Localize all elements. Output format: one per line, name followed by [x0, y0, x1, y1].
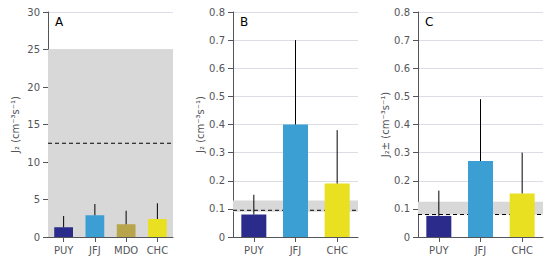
svg-text:JFJ: JFJ	[474, 245, 487, 256]
svg-text:JFJ: JFJ	[88, 245, 101, 256]
svg-text:0.5: 0.5	[394, 91, 410, 102]
svg-text:5: 5	[34, 194, 40, 205]
svg-text:0.1: 0.1	[209, 203, 225, 214]
svg-text:0.3: 0.3	[209, 147, 225, 158]
svg-text:J₂± (cm⁻³s⁻¹): J₂± (cm⁻³s⁻¹)	[380, 92, 391, 158]
svg-text:MDO: MDO	[114, 245, 138, 256]
svg-text:0.8: 0.8	[394, 7, 410, 18]
svg-text:J₂ (cm⁻³s⁻¹): J₂ (cm⁻³s⁻¹)	[195, 96, 206, 154]
svg-text:CHC: CHC	[147, 245, 169, 256]
svg-text:JFJ: JFJ	[289, 245, 302, 256]
svg-text:B: B	[240, 15, 248, 29]
svg-text:20: 20	[27, 82, 40, 93]
svg-text:PUY: PUY	[429, 245, 449, 256]
svg-text:0: 0	[34, 232, 40, 243]
svg-text:J₂ (cm⁻³s⁻¹): J₂ (cm⁻³s⁻¹)	[10, 96, 21, 154]
svg-text:30: 30	[27, 7, 40, 18]
svg-text:0: 0	[404, 232, 410, 243]
svg-text:0.4: 0.4	[209, 119, 225, 130]
svg-text:0.1: 0.1	[394, 203, 410, 214]
svg-text:0.5: 0.5	[209, 91, 225, 102]
svg-text:0.7: 0.7	[209, 35, 225, 46]
svg-text:15: 15	[27, 119, 40, 130]
svg-text:0.4: 0.4	[394, 119, 410, 130]
svg-text:0.6: 0.6	[394, 63, 410, 74]
svg-text:PUY: PUY	[54, 245, 74, 256]
svg-text:0.7: 0.7	[394, 35, 410, 46]
svg-text:CHC: CHC	[326, 245, 348, 256]
svg-text:0.2: 0.2	[209, 175, 225, 186]
svg-text:0.6: 0.6	[209, 63, 225, 74]
svg-text:C: C	[425, 15, 433, 29]
svg-text:0.2: 0.2	[394, 175, 410, 186]
svg-text:0.8: 0.8	[209, 7, 225, 18]
svg-text:CHC: CHC	[511, 245, 533, 256]
svg-text:0: 0	[219, 232, 225, 243]
svg-text:A: A	[55, 15, 64, 29]
svg-text:0.3: 0.3	[394, 147, 410, 158]
svg-text:10: 10	[27, 157, 40, 168]
svg-text:PUY: PUY	[244, 245, 264, 256]
svg-text:25: 25	[27, 44, 40, 55]
